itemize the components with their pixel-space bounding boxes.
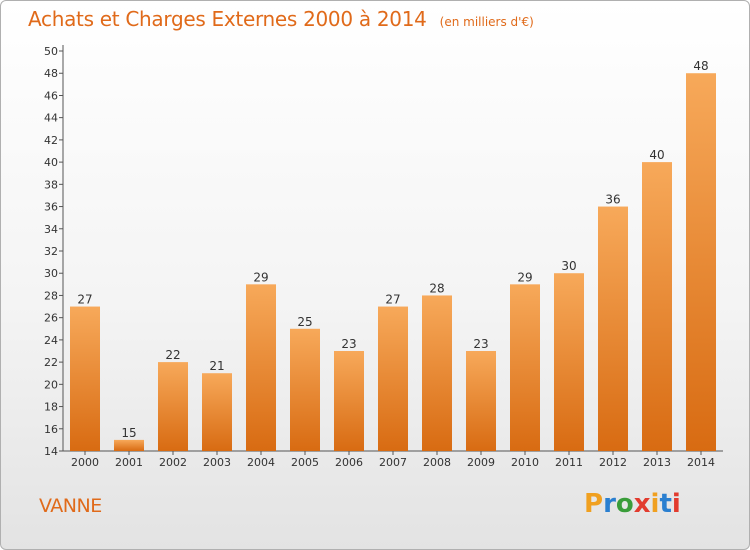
bar: [554, 273, 584, 451]
bar-value-label: 22: [165, 348, 180, 362]
bar-value-label: 29: [253, 270, 268, 284]
logo-letter: t: [659, 489, 672, 519]
x-tick-label: 2013: [643, 456, 671, 469]
x-tick-label: 2007: [379, 456, 407, 469]
x-tick-label: 2002: [159, 456, 187, 469]
y-tick-label: 26: [44, 312, 58, 325]
bar: [422, 295, 452, 451]
chart-subtitle: (en milliers d'€): [439, 15, 534, 29]
y-tick-label: 50: [44, 45, 58, 58]
commune-name: VANNE: [39, 495, 102, 517]
y-tick-label: 30: [44, 267, 58, 280]
bar-value-label: 30: [561, 259, 576, 273]
y-tick-label: 28: [44, 289, 58, 302]
x-tick-label: 2003: [203, 456, 231, 469]
bar: [334, 351, 364, 451]
bar: [70, 306, 100, 451]
x-tick-label: 2004: [247, 456, 275, 469]
bar-value-label: 23: [341, 337, 356, 351]
x-tick-label: 2000: [71, 456, 99, 469]
bar-value-label: 23: [473, 337, 488, 351]
x-tick-label: 2008: [423, 456, 451, 469]
y-tick-label: 42: [44, 134, 58, 147]
bar: [686, 73, 716, 451]
logo-letter: i: [650, 489, 660, 519]
bar: [246, 284, 276, 451]
x-tick-label: 2011: [555, 456, 583, 469]
y-tick-label: 48: [44, 67, 58, 80]
x-tick-label: 2010: [511, 456, 539, 469]
bar: [642, 162, 672, 451]
y-tick-label: 40: [44, 156, 58, 169]
logo-letter: x: [633, 489, 651, 519]
logo-letter: o: [615, 489, 634, 519]
bar: [510, 284, 540, 451]
bar-value-label: 29: [517, 270, 532, 284]
bar-value-label: 36: [605, 193, 620, 207]
y-tick-label: 44: [44, 112, 58, 125]
logo-letter: r: [603, 489, 616, 519]
y-tick-label: 36: [44, 201, 58, 214]
y-tick-label: 14: [44, 445, 58, 458]
y-tick-label: 20: [44, 378, 58, 391]
y-tick-label: 22: [44, 356, 58, 369]
x-tick-label: 2006: [335, 456, 363, 469]
bar-value-label: 21: [209, 359, 224, 373]
bar: [598, 206, 628, 451]
y-tick-label: 34: [44, 223, 58, 236]
chart-title-text: Achats et Charges Externes 2000 à 2014: [28, 7, 427, 31]
y-tick-label: 24: [44, 334, 58, 347]
y-tick-label: 16: [44, 423, 58, 436]
y-tick-label: 38: [44, 178, 58, 191]
logo-letter: i: [671, 489, 681, 519]
x-tick-label: 2005: [291, 456, 319, 469]
y-tick-label: 18: [44, 401, 58, 414]
bar-value-label: 40: [649, 148, 664, 162]
bar-value-label: 27: [385, 293, 400, 307]
bar-value-label: 25: [297, 315, 312, 329]
bar: [114, 439, 144, 451]
y-tick-label: 32: [44, 245, 58, 258]
bar-value-label: 48: [693, 59, 708, 73]
chart-title: Achats et Charges Externes 2000 à 2014 (…: [28, 7, 534, 31]
bar-value-label: 28: [429, 281, 444, 295]
x-tick-label: 2012: [599, 456, 627, 469]
logo-letter: P: [584, 489, 604, 519]
x-tick-label: 2001: [115, 456, 143, 469]
bar: [378, 306, 408, 451]
bar: [158, 362, 188, 451]
bar-value-label: 15: [121, 426, 136, 440]
bar: [466, 351, 496, 451]
proxiti-logo: Proxiti: [584, 489, 681, 519]
bar: [290, 328, 320, 451]
bar: [202, 373, 232, 451]
y-tick-label: 46: [44, 89, 58, 102]
bar-value-label: 27: [77, 293, 92, 307]
x-tick-label: 2014: [687, 456, 715, 469]
x-tick-label: 2009: [467, 456, 495, 469]
